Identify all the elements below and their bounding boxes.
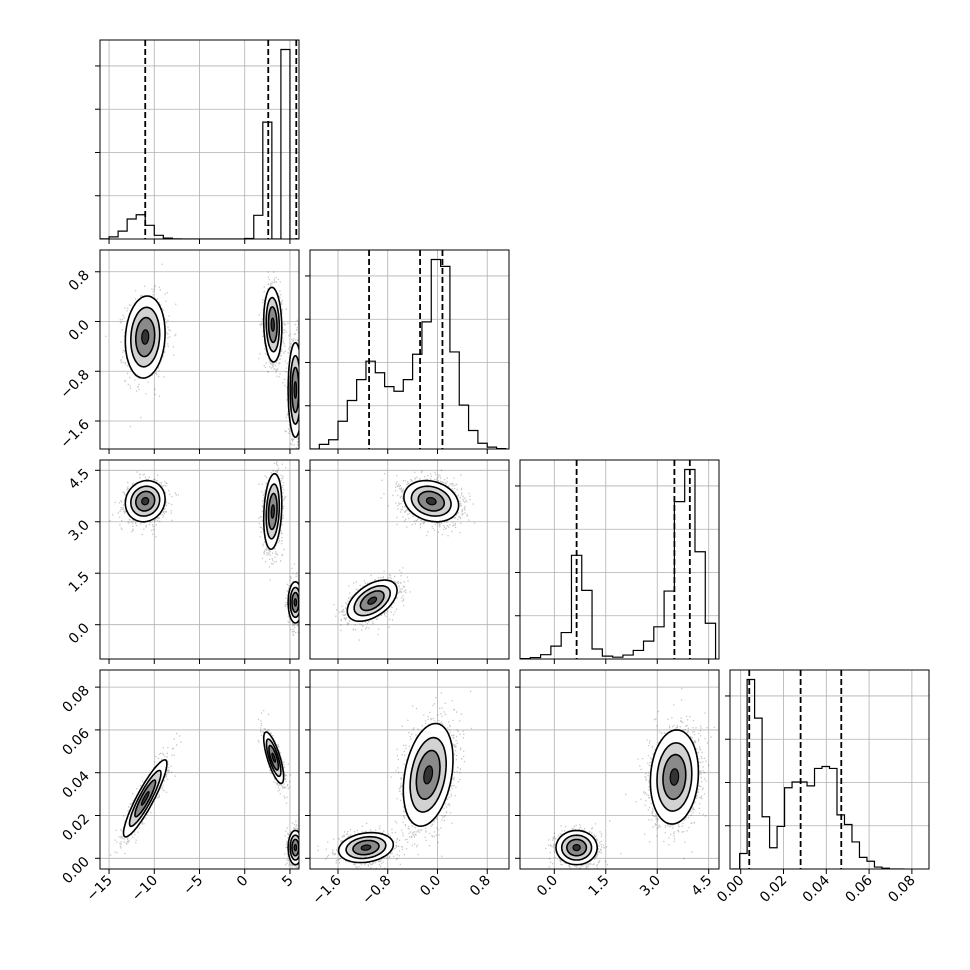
contour-group-3-2-0 [555, 829, 599, 866]
contour-group-1-0-1 [262, 286, 283, 363]
xtick-label-1-0: −1.6 [309, 872, 344, 907]
xtick-label-0-2: −5 [180, 873, 206, 899]
ytick-label-2-0: 0.0 [66, 620, 93, 647]
scatter-panel-1-0 [99, 249, 300, 450]
scatter-panel-2-1 [309, 459, 510, 660]
histogram-step-2 [520, 468, 717, 659]
contour-1-0-1-3 [270, 317, 276, 332]
contour-group-2-0-0 [124, 479, 166, 523]
scatter-panel-3-0 [99, 669, 300, 870]
scatter-grid-1-0 [100, 250, 299, 449]
histogram-grid-3 [730, 670, 929, 869]
contour-3-1-1-3 [423, 765, 434, 785]
xtick-label-2-2: 3.0 [637, 873, 664, 900]
ytick-label-3-0: 0.00 [59, 854, 92, 887]
xtick-label-2-1: 1.5 [586, 873, 613, 900]
contour-1-0-2-3 [293, 381, 298, 399]
contour-group-2-1-1 [403, 479, 460, 523]
scatter-content-3-0 [109, 710, 299, 869]
ytick-label-3-1: 0.02 [59, 811, 92, 844]
ytick-label-2-3: 4.5 [66, 466, 93, 493]
scatter-frame-3-1 [309, 669, 510, 870]
histogram-panel-3 [725, 669, 930, 870]
xtick-label-3-1: 0.02 [757, 873, 790, 906]
histogram-frame-3 [729, 669, 930, 870]
xtick-label-0-4: 5 [279, 873, 297, 891]
contour-group-3-1-1 [402, 722, 454, 828]
xtick-label-2-0: 0.0 [534, 873, 561, 900]
ytick-label-2-2: 3.0 [66, 517, 93, 544]
contour-group-3-2-1 [649, 729, 700, 825]
scatter-frame-3-2 [519, 669, 720, 870]
histogram-frame-1 [309, 249, 510, 450]
contour-group-1-0-0 [124, 295, 166, 379]
contour-group-1-0-2 [287, 341, 299, 439]
scatter-grid-2-0 [100, 460, 299, 659]
contour-group-3-0-2 [287, 829, 299, 866]
scatter-content-1-0 [105, 263, 299, 449]
contour-group-3-0-1 [262, 731, 285, 785]
scatter-content-2-1 [333, 469, 476, 641]
contour-group-3-0-0 [122, 759, 168, 838]
scatter-grid-3-0 [100, 670, 299, 869]
contour-3-0-1-3 [271, 752, 276, 763]
scatter-panel-3-2 [519, 669, 720, 870]
contour-2-0-1-3 [270, 504, 276, 519]
xtick-label-0-0: −15 [84, 873, 116, 905]
ytick-label-3-2: 0.04 [59, 768, 92, 801]
histogram-panel-1 [305, 249, 510, 450]
xtick-label-3-0: 0.00 [714, 873, 747, 906]
xtick-label-3-4: 0.08 [885, 873, 918, 906]
contour-3-1-0-3 [360, 844, 372, 851]
scatter-panel-2-0 [99, 459, 300, 660]
contour-2-0-0-3 [141, 497, 150, 506]
xtick-label-3-3: 0.06 [843, 872, 876, 905]
ytick-label-3-4: 0.08 [59, 683, 92, 716]
contour-2-1-0-3 [367, 596, 378, 605]
histogram-grid-0 [100, 40, 299, 239]
contour-group-2-0-1 [262, 472, 283, 551]
scatter-content-2-0 [109, 461, 299, 639]
xtick-label-1-1: −0.8 [359, 873, 394, 908]
xtick-label-1-3: 0.8 [467, 873, 494, 900]
histogram-panel-2 [515, 459, 720, 660]
scatter-frame-2-1 [309, 459, 510, 660]
histogram-panel-0 [95, 39, 300, 240]
histogram-grid-2 [520, 460, 719, 659]
scatter-content-3-1 [317, 690, 473, 869]
histogram-step-3 [732, 678, 905, 869]
xtick-label-0-1: −10 [129, 873, 161, 905]
scatter-content-3-2 [545, 688, 716, 869]
contour-2-0-2-3 [293, 598, 298, 607]
scatter-panel-3-1 [309, 669, 510, 870]
contour-3-0-2-3 [293, 844, 298, 852]
contour-3-2-1-3 [669, 768, 680, 786]
xtick-label-2-3: 4.5 [688, 873, 715, 900]
ytick-label-1-1: −0.8 [57, 367, 92, 402]
ytick-label-3-3: 0.06 [59, 725, 92, 758]
xtick-label-1-2: 0.0 [417, 873, 444, 900]
ytick-label-1-2: 0.0 [66, 317, 93, 344]
histogram-step-1 [310, 258, 507, 449]
xtick-label-0-3: 0 [234, 873, 252, 891]
contour-2-1-1-3 [425, 497, 437, 506]
contour-3-2-0-3 [572, 844, 581, 852]
histogram-frame-2 [519, 459, 720, 660]
ytick-label-2-1: 1.5 [66, 569, 93, 596]
xtick-label-3-2: 0.04 [800, 872, 833, 905]
contour-group-3-1-0 [337, 831, 395, 864]
contour-1-0-0-3 [141, 329, 150, 345]
contour-3-0-0-3 [140, 791, 150, 806]
contour-group-2-1-0 [346, 579, 398, 622]
contour-group-2-0-2 [287, 580, 299, 624]
ytick-label-1-3: 0.8 [66, 267, 93, 294]
histogram-grid-1 [310, 250, 509, 449]
ytick-label-1-0: −1.6 [57, 416, 92, 451]
